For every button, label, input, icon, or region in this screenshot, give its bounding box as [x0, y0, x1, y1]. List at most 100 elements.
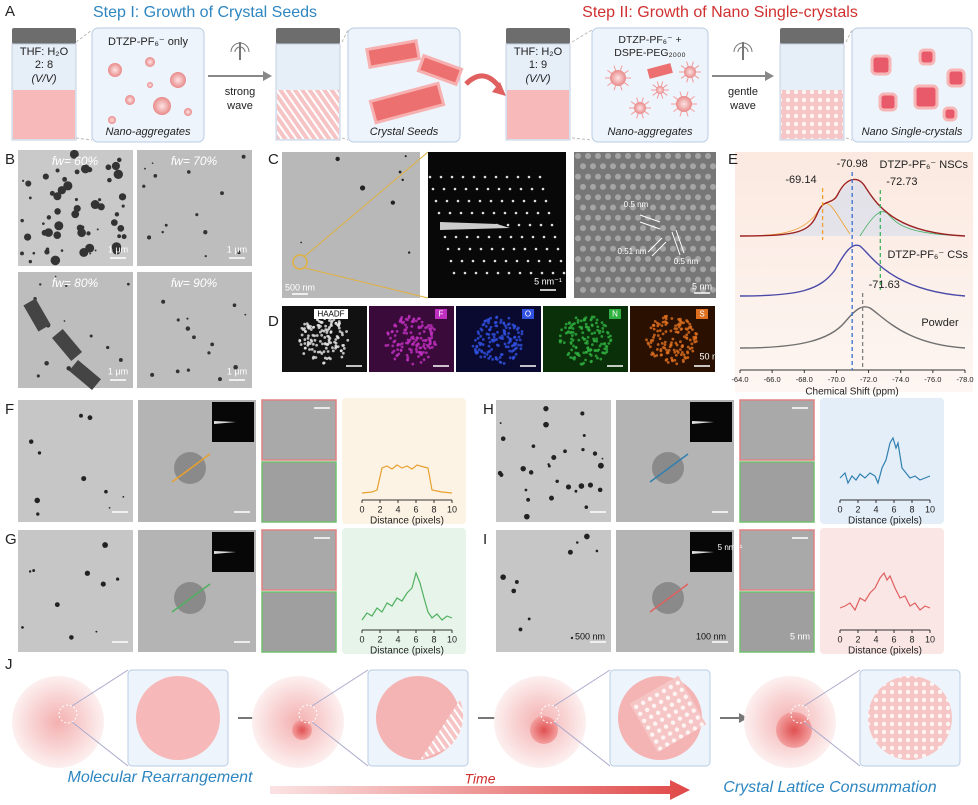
nano-aggregate — [634, 102, 646, 114]
label: S — [699, 310, 704, 319]
particle — [66, 366, 71, 371]
signal — [515, 338, 519, 342]
diffraction-spot — [442, 187, 446, 191]
lattice-dot — [630, 204, 636, 211]
lattice-dot — [710, 183, 716, 190]
signal — [474, 338, 477, 342]
label: Crystal Lattice Consummation — [723, 779, 937, 796]
diffraction-spot — [468, 247, 472, 251]
signal — [483, 351, 486, 355]
signal — [674, 324, 677, 328]
signal — [487, 333, 491, 336]
particle — [220, 191, 224, 196]
lattice-dot — [685, 214, 691, 221]
step-title: Step I: Growth of Crystal Seeds — [93, 4, 317, 21]
diffraction-spot — [479, 247, 483, 251]
diffraction-spot — [487, 235, 491, 239]
particle — [54, 208, 61, 215]
signal — [433, 340, 436, 344]
signal — [341, 344, 345, 347]
signal — [507, 341, 511, 345]
signal — [412, 317, 416, 321]
line-profile — [649, 453, 689, 483]
lattice-dot — [625, 256, 631, 262]
label: 5 nm⁻¹ — [718, 543, 743, 552]
signal — [596, 325, 600, 329]
signal — [665, 348, 668, 352]
signal — [479, 334, 483, 338]
diffraction-spot — [515, 259, 519, 263]
signal — [427, 323, 431, 327]
signal — [487, 321, 490, 325]
label: Time — [465, 771, 496, 787]
label: 1: 9 — [529, 59, 547, 71]
signal — [302, 352, 306, 355]
nano-aggregate — [125, 95, 135, 105]
lattice-dot — [675, 214, 681, 221]
particle — [578, 483, 585, 489]
particle — [520, 465, 526, 472]
diffraction-spot — [457, 247, 461, 251]
signal — [669, 329, 673, 333]
lattice-dot — [675, 194, 681, 201]
signal — [345, 330, 348, 333]
signal — [513, 335, 517, 339]
lattice-dot — [585, 214, 591, 221]
signal — [393, 334, 397, 337]
diffraction-spot — [550, 223, 554, 227]
diffraction-spot — [508, 187, 512, 191]
signal — [479, 342, 483, 345]
particle — [584, 505, 589, 509]
diffraction-spot — [547, 211, 551, 215]
lattice-dot — [695, 194, 701, 201]
signal — [603, 347, 607, 351]
lattice-dot — [585, 173, 591, 180]
lattice-dot — [690, 225, 696, 232]
particle — [401, 178, 404, 182]
signal — [663, 340, 667, 344]
signal — [419, 336, 423, 340]
diffraction-spot — [456, 199, 460, 203]
signal — [397, 352, 401, 356]
signal — [410, 324, 414, 328]
particle — [186, 317, 189, 320]
diffraction-spot — [537, 259, 541, 263]
signal — [418, 332, 422, 335]
lattice-dot — [705, 214, 711, 221]
panel-letter: E — [728, 151, 738, 168]
lattice-dot — [630, 245, 636, 252]
tick-label: 6 — [413, 504, 418, 514]
signal — [386, 343, 390, 347]
tick-label: 10 — [447, 634, 457, 644]
signal — [495, 343, 499, 347]
particle — [104, 489, 108, 494]
signal — [511, 323, 515, 327]
signal — [688, 338, 692, 342]
lattice-dot — [605, 235, 611, 242]
signal — [584, 358, 587, 362]
signal — [334, 341, 338, 345]
signal — [430, 336, 434, 339]
zoom-top — [739, 399, 815, 461]
diffraction-spot — [514, 211, 518, 215]
vial-liquid — [781, 90, 843, 139]
diffraction-spot — [498, 235, 502, 239]
signal — [577, 354, 581, 357]
lattice-dot — [635, 173, 641, 180]
particle — [46, 215, 52, 220]
crystal — [51, 329, 83, 361]
signal — [691, 328, 694, 332]
signal — [475, 351, 479, 355]
label: Chemical Shift (ppm) — [805, 387, 898, 398]
diffraction-spot — [522, 199, 526, 203]
signal — [560, 328, 564, 332]
signal — [671, 337, 675, 341]
particle — [518, 627, 523, 632]
diffraction-spot — [551, 271, 555, 275]
peak-label: -71.63 — [869, 279, 900, 291]
signal — [319, 324, 322, 328]
lattice-dot — [670, 286, 676, 293]
lattice-dot — [580, 204, 586, 211]
particle — [42, 222, 45, 226]
lattice-dot — [630, 286, 636, 293]
